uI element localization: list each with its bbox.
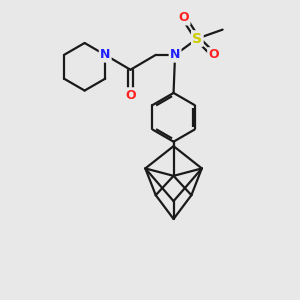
Text: O: O [179, 11, 189, 24]
Text: S: S [192, 32, 202, 46]
Text: N: N [170, 48, 180, 62]
Text: N: N [100, 48, 110, 62]
Text: O: O [125, 88, 136, 101]
Text: O: O [208, 48, 219, 62]
